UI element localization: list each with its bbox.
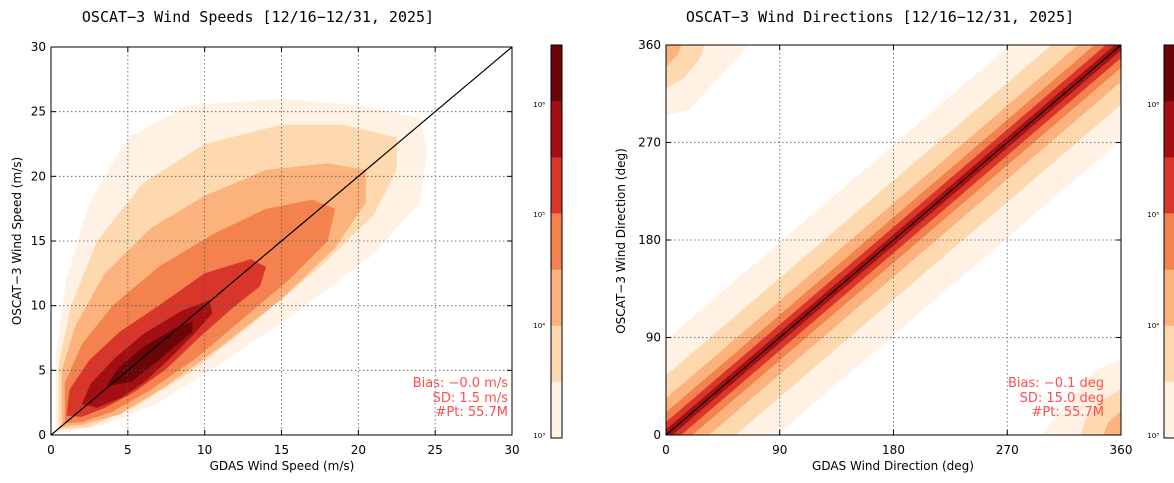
direction-y-tick-label-180: 180 (638, 233, 661, 247)
direction-y-ticks: 0 90 180 270 360 (638, 38, 1121, 442)
direction-x-axis-label: GDAS Wind Direction (deg) (812, 459, 974, 473)
direction-stats: Bias: −0.1 deg SD: 15.0 deg #Pt: 55.7M (1008, 376, 1104, 420)
direction-colorbar-swatch-1 (1164, 381, 1174, 439)
direction-y-tick-label-90: 90 (646, 331, 661, 345)
direction-colorbar-swatch-5 (1164, 157, 1174, 214)
speed-density-contours (55, 98, 428, 433)
speed-colorbar (550, 44, 563, 439)
direction-stats-sd: SD: 15.0 deg (1020, 391, 1104, 406)
speed-colorbar-swatch-6 (551, 101, 562, 158)
speed-panel: OSCAT−3 Wind Speeds [12/16−12/31, 2025] … (10, 8, 563, 473)
direction-colorbar-label-1e3: 10³ (1147, 432, 1159, 440)
direction-colorbar (1163, 44, 1174, 439)
speed-x-tick-label-0: 0 (47, 443, 55, 457)
speed-y-axis-label: OSCAT−3 Wind Speed (m/s) (10, 157, 24, 325)
direction-colorbar-label-1e4: 10⁴ (1147, 322, 1159, 330)
direction-x-ticks: 0 90 180 270 360 (662, 45, 1132, 457)
direction-corner-blob-3 (666, 45, 682, 67)
speed-y-tick-label-5: 5 (38, 363, 46, 377)
direction-colorbar-swatch-3 (1164, 269, 1174, 327)
speed-x-tick-label-30: 30 (504, 443, 519, 457)
speed-y-tick-label-15: 15 (31, 234, 46, 248)
direction-corner-blob-6 (1103, 411, 1121, 435)
speed-one-to-one-line (50, 46, 513, 436)
speed-colorbar-label-1e3: 10³ (533, 432, 545, 440)
speed-y-tick-label-20: 20 (31, 169, 46, 183)
direction-y-tick-label-270: 270 (638, 136, 661, 150)
speed-x-tick-label-15: 15 (274, 443, 289, 457)
direction-x-tick-label-90: 90 (772, 443, 787, 457)
speed-stats: Bias: −0.0 m/s SD: 1.5 m/s #Pt: 55.7M (413, 376, 509, 420)
direction-colorbar-swatch-4 (1164, 213, 1174, 271)
direction-x-tick-label-0: 0 (662, 443, 670, 457)
speed-x-tick-label-5: 5 (124, 443, 132, 457)
speed-y-tick-label-0: 0 (38, 428, 46, 442)
speed-y-tick-label-30: 30 (31, 40, 46, 54)
direction-colorbar-label-1e6: 10⁶ (1147, 101, 1159, 109)
speed-colorbar-labels: 10⁶ 10⁵ 10⁴ 10³ (533, 101, 545, 440)
speed-colorbar-swatch-3 (551, 269, 562, 327)
direction-stats-count: #Pt: 55.7M (1031, 405, 1104, 420)
speed-colorbar-swatch-4 (551, 213, 562, 271)
speed-chart-title: OSCAT−3 Wind Speeds [12/16−12/31, 2025] (82, 8, 434, 26)
speed-colorbar-label-1e5: 10⁵ (533, 211, 545, 219)
direction-colorbar-swatch-6 (1164, 101, 1174, 158)
speed-stats-bias: Bias: −0.0 m/s (413, 376, 509, 391)
direction-colorbar-label-1e5: 10⁵ (1147, 211, 1159, 219)
speed-colorbar-swatch-7 (551, 45, 562, 102)
speed-y-tick-label-10: 10 (31, 299, 46, 313)
speed-colorbar-swatch-5 (551, 157, 562, 214)
speed-colorbar-label-1e6: 10⁶ (533, 101, 545, 109)
direction-grid (666, 45, 1121, 435)
speed-colorbar-swatch-2 (551, 325, 562, 383)
speed-colorbar-swatch-1 (551, 381, 562, 439)
direction-one-to-one-line (665, 44, 1122, 436)
direction-x-tick-label-180: 180 (882, 443, 905, 457)
speed-x-axis-label: GDAS Wind Speed (m/s) (210, 459, 355, 473)
direction-y-tick-label-360: 360 (638, 38, 661, 52)
direction-colorbar-swatch-7 (1164, 45, 1174, 102)
direction-colorbar-swatch-2 (1164, 325, 1174, 383)
speed-colorbar-label-1e4: 10⁴ (533, 322, 545, 330)
direction-x-tick-label-360: 360 (1110, 443, 1133, 457)
speed-stats-count: #Pt: 55.7M (435, 405, 508, 420)
speed-x-ticks: 0 5 10 15 20 25 30 (47, 47, 520, 457)
speed-colorbar-frame (550, 44, 563, 439)
speed-stats-sd: SD: 1.5 m/s (433, 391, 509, 406)
direction-colorbar-frame (1163, 44, 1174, 439)
speed-x-tick-label-25: 25 (428, 443, 443, 457)
direction-y-axis-label: OSCAT−3 Wind Direction (deg) (614, 148, 628, 334)
speed-y-ticks: 0 5 10 15 20 25 30 (31, 40, 512, 442)
direction-colorbar-labels: 10⁶ 10⁵ 10⁴ 10³ (1147, 101, 1159, 440)
speed-x-tick-label-10: 10 (197, 443, 212, 457)
direction-panel: OSCAT−3 Wind Directions [12/16−12/31, 20… (614, 8, 1174, 473)
direction-chart-title: OSCAT−3 Wind Directions [12/16−12/31, 20… (686, 8, 1074, 26)
speed-y-tick-label-25: 25 (31, 105, 46, 119)
direction-x-tick-label-270: 270 (996, 443, 1019, 457)
direction-stats-bias: Bias: −0.1 deg (1008, 376, 1104, 391)
speed-x-tick-label-20: 20 (351, 443, 366, 457)
direction-y-tick-label-0: 0 (653, 428, 661, 442)
